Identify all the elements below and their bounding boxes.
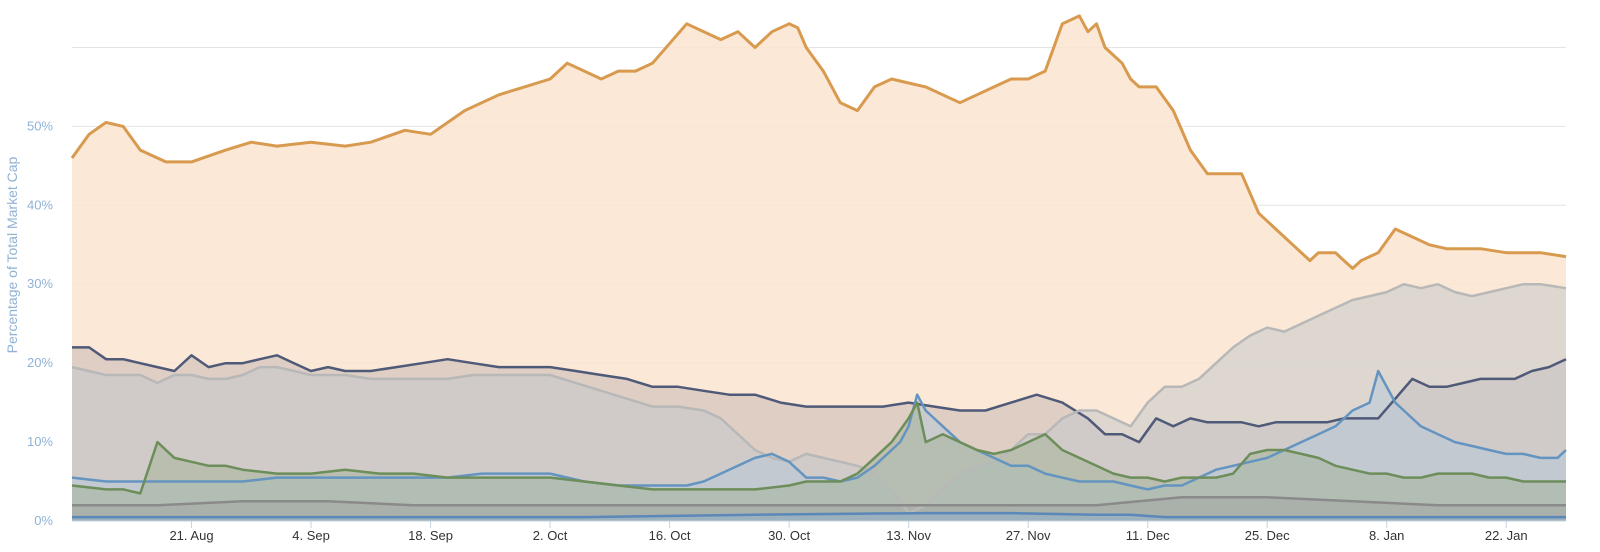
y-tick-label: 10% [27, 434, 53, 449]
series-4-line [71, 401, 1566, 495]
x-tick-label: 18. Sep [408, 528, 453, 543]
series-5-area [72, 497, 1566, 521]
x-tick-label: 21. Aug [169, 528, 213, 543]
y-axis-title: Percentage of Total Market Cap [4, 156, 20, 353]
y-tick-label: 0% [34, 513, 53, 528]
series-2-area [72, 284, 1566, 521]
series-2-line [71, 282, 1567, 515]
x-tick-label: 27. Nov [1006, 528, 1051, 543]
series-layer [70, 14, 1567, 522]
x-tick-label: 30. Oct [768, 528, 810, 543]
x-tick-label: 16. Oct [649, 528, 691, 543]
x-tick-label: 13. Nov [886, 528, 931, 543]
x-tick-label: 4. Sep [292, 528, 330, 543]
series-fills [72, 15, 1566, 522]
series-0-line [70, 14, 1567, 270]
series-4-area [72, 402, 1566, 521]
x-tick-label: 22. Jan [1485, 528, 1528, 543]
y-tick-label: 20% [27, 355, 53, 370]
y-tick-label: 40% [27, 197, 53, 212]
x-tick-label: 11. Dec [1126, 528, 1170, 543]
x-tick-label: 8. Jan [1369, 528, 1404, 543]
x-tick-label: 2. Oct [533, 528, 568, 543]
series-5-line [72, 496, 1566, 507]
x-tick-label: 25. Dec [1245, 528, 1290, 543]
series-6-line [72, 511, 1566, 519]
series-1-line [72, 346, 1567, 444]
y-tick-label: 30% [27, 276, 53, 291]
y-tick-label: 50% [27, 118, 53, 133]
axis-layer: 0% 10% 20% 30% 40% 50% 21. Aug 4. Sep 18. Sep 2. … [27, 118, 1566, 543]
series-lines [70, 14, 1567, 519]
series-6-area [72, 513, 1566, 521]
